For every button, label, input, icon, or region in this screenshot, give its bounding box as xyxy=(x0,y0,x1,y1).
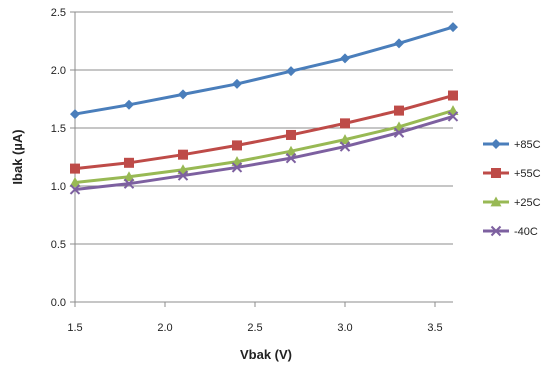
x-axis-title: Vbak (V) xyxy=(240,347,292,362)
marker-x-stroke xyxy=(123,178,135,189)
marker-x xyxy=(285,152,297,164)
y-tick-label: 2.0 xyxy=(51,65,66,77)
marker-x xyxy=(393,127,405,138)
series-55c xyxy=(70,90,458,174)
marker-x xyxy=(231,162,243,173)
series-line xyxy=(74,114,454,191)
series-line xyxy=(74,25,454,116)
marker-diamond xyxy=(286,66,296,77)
legend-entry: +55C xyxy=(483,168,541,180)
marker-triangle xyxy=(285,145,297,156)
marker-x xyxy=(177,170,189,181)
y-tick-label: 1.5 xyxy=(51,123,66,135)
legend-label: +55C xyxy=(514,168,541,180)
marker-triangle xyxy=(69,177,81,187)
tick-labels: 0.0 0.5 1.0 1.5 2.0 2.5 1.5 2.0 2.5 3.0 3.5 xyxy=(51,7,443,334)
x-tick-label: 3.5 xyxy=(427,322,442,334)
series-line xyxy=(74,94,454,171)
marker-square xyxy=(340,118,350,129)
series-85c xyxy=(70,22,458,120)
marker-triangle xyxy=(490,196,502,207)
marker-square xyxy=(178,149,188,160)
series-25c xyxy=(69,105,459,187)
marker-x xyxy=(339,141,351,152)
legend-label: -40C xyxy=(514,226,538,238)
marker-diamond xyxy=(178,89,188,100)
x-tick-label: 2.5 xyxy=(247,322,262,334)
y-tick-label: 0.0 xyxy=(51,297,66,309)
marker-diamond xyxy=(448,22,458,33)
legend-label: +25C xyxy=(514,197,541,209)
marker-triangle xyxy=(339,134,351,144)
axes xyxy=(70,11,453,307)
marker-diamond xyxy=(70,109,80,120)
marker-x-stroke xyxy=(339,141,351,152)
legend: +85C +55C +25C -40C xyxy=(483,139,541,238)
marker-x xyxy=(447,111,459,122)
marker-x xyxy=(123,178,135,189)
marker-square xyxy=(124,157,134,168)
x-tick-label: 2.0 xyxy=(157,322,172,334)
marker-x-stroke xyxy=(231,162,243,173)
marker-x-stroke xyxy=(447,111,459,122)
y-axis-title: Ibak (µA) xyxy=(10,129,25,184)
marker-x-stroke xyxy=(490,225,502,237)
marker-diamond xyxy=(232,78,242,89)
marker-square xyxy=(394,105,404,116)
marker-x-stroke xyxy=(177,170,189,181)
marker-x-stroke xyxy=(393,127,405,138)
marker-x-stroke xyxy=(69,184,81,195)
y-tick-label: 1.0 xyxy=(51,181,66,193)
marker-x-stroke xyxy=(285,152,297,164)
marker-square xyxy=(491,168,501,178)
legend-entry: -40C xyxy=(483,225,538,238)
marker-triangle xyxy=(123,171,135,182)
series-lines xyxy=(69,22,459,195)
marker-square xyxy=(70,163,80,174)
marker-diamond xyxy=(394,38,404,49)
marker-diamond xyxy=(124,99,134,110)
marker-x xyxy=(490,225,502,237)
legend-label: +85C xyxy=(514,139,541,151)
series-40c xyxy=(69,111,459,195)
y-tick-label: 2.5 xyxy=(51,7,66,19)
marker-x xyxy=(69,184,81,195)
legend-entry: +25C xyxy=(483,196,541,209)
marker-square xyxy=(448,90,458,101)
legend-entry: +85C xyxy=(483,139,541,151)
y-tick-label: 0.5 xyxy=(51,239,66,251)
marker-diamond xyxy=(340,53,350,64)
series-line xyxy=(74,109,454,185)
marker-square xyxy=(232,140,242,151)
x-tick-label: 1.5 xyxy=(67,322,82,334)
marker-square xyxy=(286,129,296,140)
marker-diamond xyxy=(491,139,501,149)
x-tick-label: 3.0 xyxy=(337,322,352,334)
